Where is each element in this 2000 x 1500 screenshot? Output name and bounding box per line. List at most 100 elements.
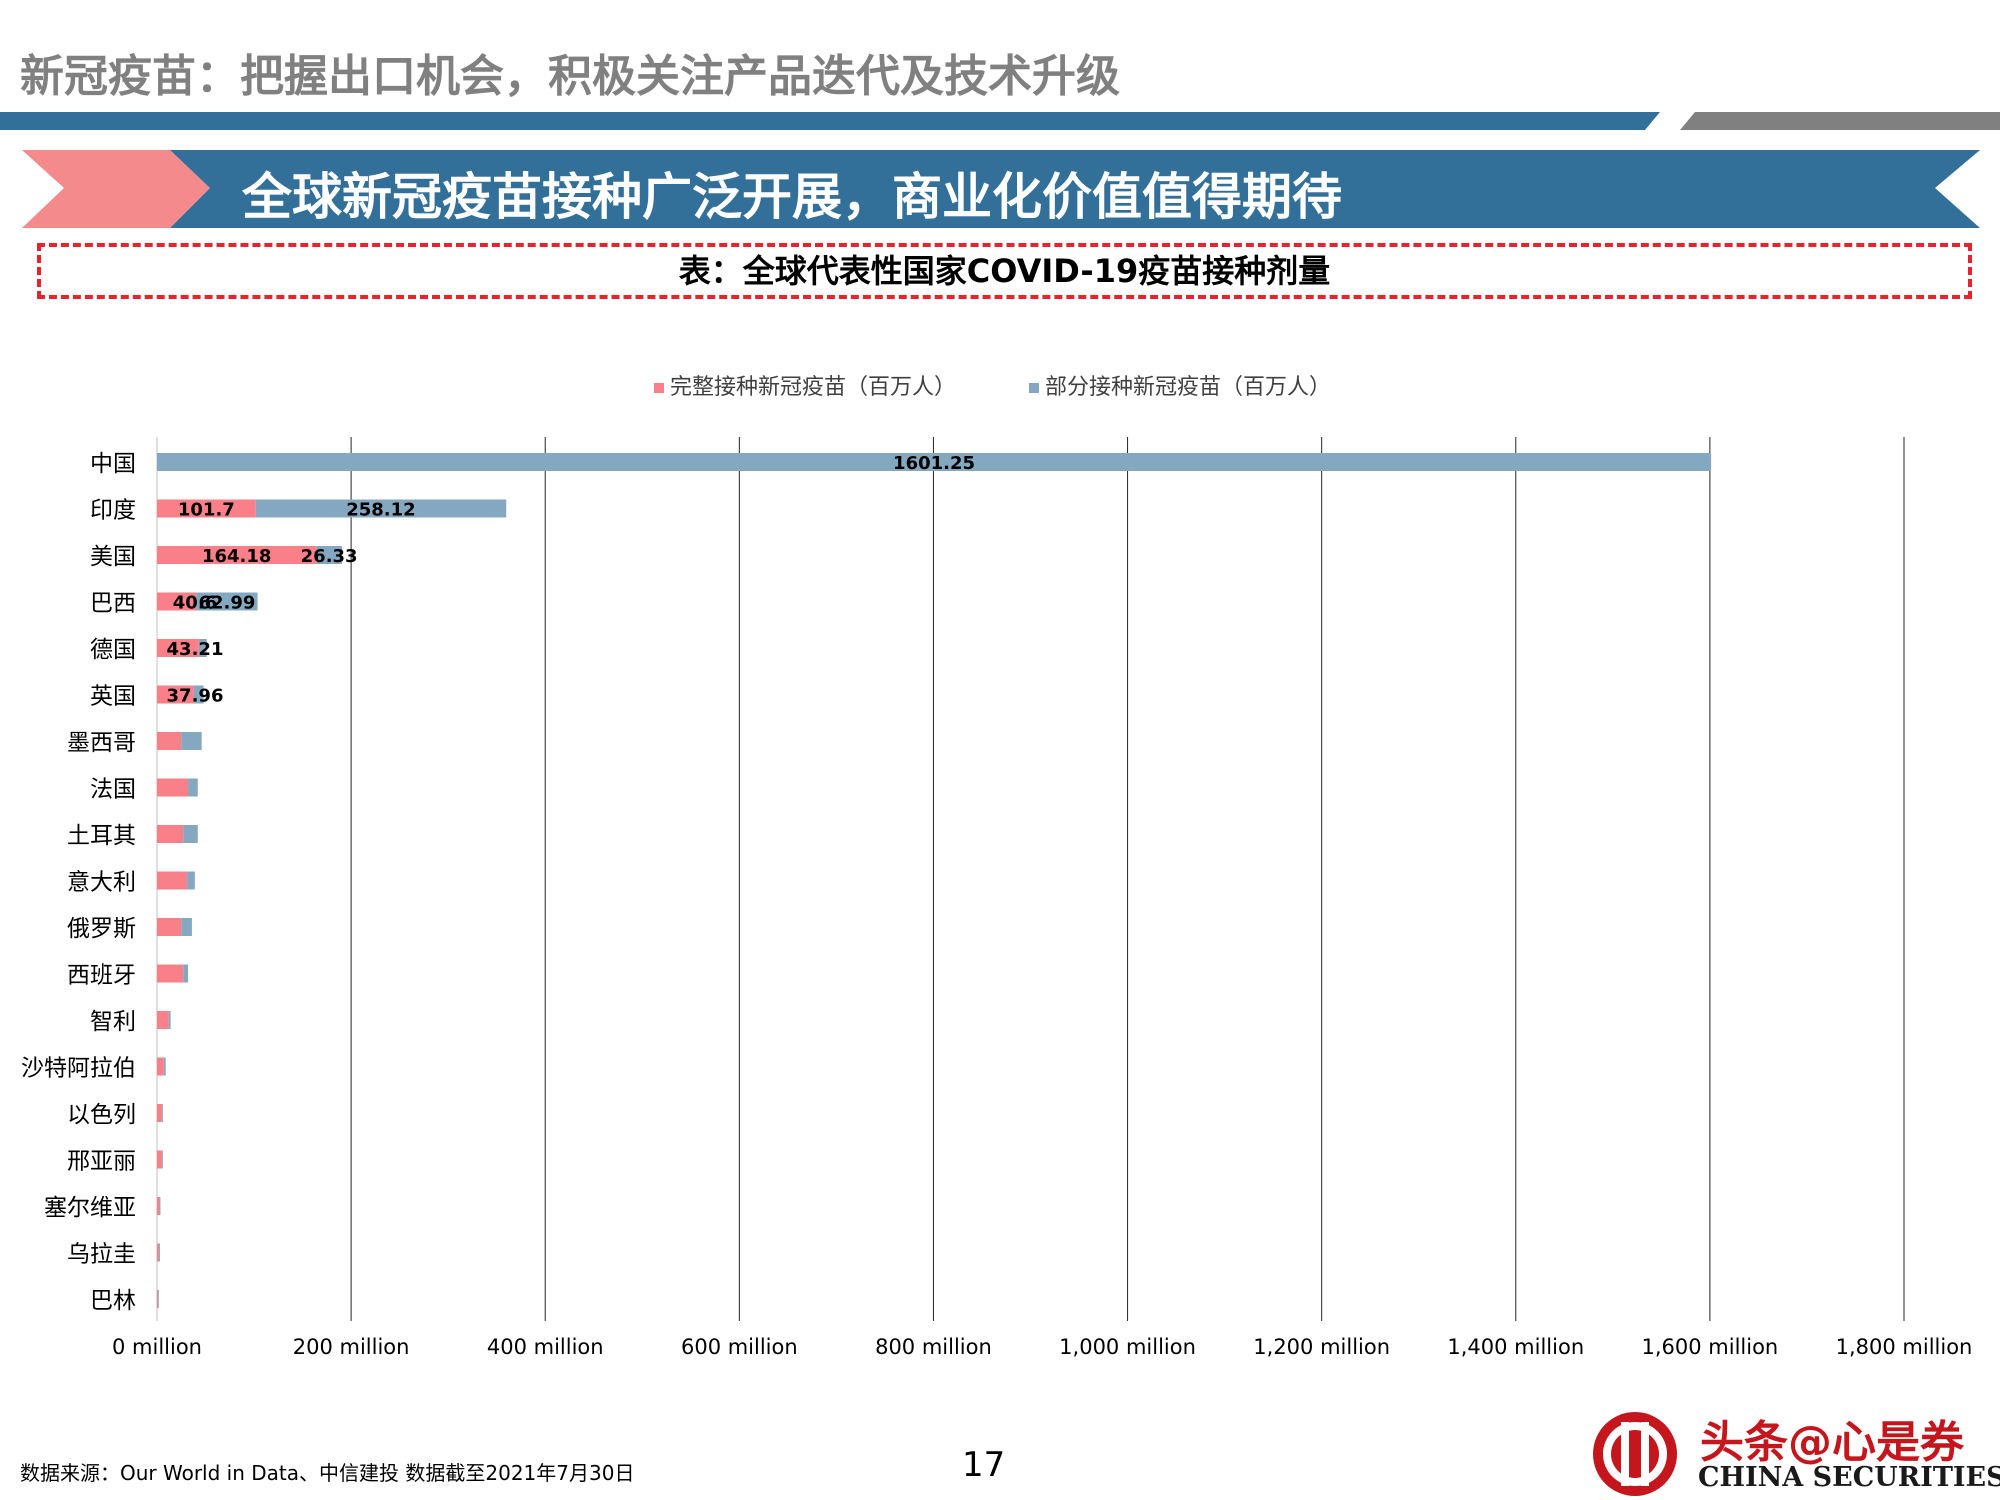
category-label: 印度	[90, 498, 136, 524]
legend-label: 部分接种新冠疫苗（百万人）	[1045, 375, 1331, 400]
bar-segment	[157, 639, 199, 657]
data-label: 258.12	[346, 500, 415, 521]
data-label: 164.18	[202, 546, 271, 567]
bar-segment	[193, 685, 204, 704]
bar-segment	[181, 732, 202, 750]
banner-pink-arrow	[22, 150, 210, 228]
bar-segment	[183, 964, 189, 983]
category-label: 乌拉圭	[67, 1242, 136, 1268]
section-banner-title: 全球新冠疫苗接种广泛开展，商业化价值值得期待	[242, 168, 1342, 226]
bar-segment	[163, 1057, 166, 1076]
category-label: 墨西哥	[67, 730, 136, 756]
category-label: 巴林	[90, 1288, 136, 1314]
page-title: 新冠疫苗：把握出口机会，积极关注产品迭代及技术升级	[20, 51, 1120, 102]
x-tick-label: 200 million	[293, 1335, 410, 1359]
bar-segment	[157, 1290, 158, 1308]
brand-watermark: 头条@心是券	[1700, 1417, 1964, 1468]
category-label: 德国	[90, 637, 136, 663]
bar-segment	[159, 1197, 161, 1215]
bar-segment	[158, 1243, 160, 1262]
data-label: 101.7	[178, 500, 235, 521]
bar-segment	[255, 499, 507, 518]
bar-segment	[198, 639, 207, 657]
vaccination-bar-chart: 中国印度美国巴西德国英国墨西哥法国土耳其意大利俄罗斯西班牙智利沙特阿拉伯以色列邢…	[21, 375, 1972, 1359]
bar-segment	[157, 1243, 159, 1262]
x-tick-label: 800 million	[875, 1335, 992, 1359]
bar-segment	[157, 453, 1712, 471]
bar-segment	[157, 546, 317, 564]
bar-segment	[157, 964, 184, 983]
bar-segment	[168, 1011, 171, 1029]
data-label: 1601.25	[893, 453, 975, 474]
x-tick-label: 0 million	[112, 1335, 202, 1359]
citic-logo-icon	[1593, 1412, 1677, 1496]
bar-segment	[157, 499, 256, 518]
x-tick-label: 1,800 million	[1836, 1335, 1973, 1359]
legend-swatch	[654, 383, 664, 393]
chart-legend: 完整接种新冠疫苗（百万人） 部分接种新冠疫苗（百万人）	[654, 375, 1331, 400]
x-tick-label: 1,200 million	[1253, 1335, 1390, 1359]
chart-grid	[156, 437, 1905, 1321]
x-tick-label: 1,600 million	[1642, 1335, 1779, 1359]
category-label: 美国	[90, 544, 136, 570]
category-label: 英国	[90, 684, 136, 710]
category-label: 沙特阿拉伯	[21, 1056, 136, 1082]
legend-label: 完整接种新冠疫苗（百万人）	[670, 375, 956, 400]
x-tick-label: 1,000 million	[1059, 1335, 1196, 1359]
bar-segment	[161, 1104, 163, 1122]
data-label: 62.99	[199, 593, 256, 614]
category-label: 土耳其	[67, 823, 136, 849]
category-label: 以色列	[67, 1102, 136, 1128]
bar-segment	[157, 592, 197, 611]
x-tick-label: 400 million	[487, 1335, 604, 1359]
brand-name: CHINA SECURITIES	[1698, 1462, 2000, 1493]
value-axis: 0 million 200 million 400 million 600 milli…	[112, 1335, 1972, 1359]
bar-segment	[157, 1197, 160, 1215]
blue-divider-bar	[0, 112, 1660, 130]
category-label: 巴西	[90, 591, 136, 617]
bar-segment	[157, 732, 182, 750]
category-label: 智利	[90, 1009, 136, 1035]
bar-segment	[157, 918, 182, 936]
gray-divider-bar	[1680, 112, 2000, 130]
bar-segment	[316, 546, 342, 564]
bar-segment	[157, 778, 189, 797]
bar-segment	[157, 1150, 162, 1169]
legend-swatch	[1029, 383, 1039, 393]
bar-segment	[183, 825, 198, 843]
section-banner	[22, 150, 1980, 228]
bar-segment	[157, 1290, 159, 1308]
bar-segment	[187, 871, 195, 890]
bar-segment	[188, 778, 198, 797]
bar-segment	[157, 685, 194, 704]
category-label: 西班牙	[67, 963, 136, 989]
data-label: 26.33	[301, 546, 358, 567]
x-tick-label: 600 million	[681, 1335, 798, 1359]
chart-bars	[157, 453, 1712, 1308]
chart-caption: 表：全球代表性国家COVID-19疫苗接种剂量	[678, 252, 1331, 290]
category-label: 法国	[90, 777, 136, 803]
category-label: 塞尔维亚	[44, 1195, 136, 1221]
data-label: 37.96	[167, 686, 224, 707]
banner-blue-ribbon	[170, 150, 1980, 228]
category-label: 邢亚丽	[67, 1149, 136, 1175]
data-source-note: 数据来源：Our World in Data、中信建投 数据截至2021年7月3…	[20, 1461, 635, 1485]
bar-segment	[181, 918, 192, 936]
page-number: 17	[962, 1445, 1006, 1485]
bar-segment	[157, 1057, 164, 1076]
bar-segment	[157, 1011, 169, 1029]
data-label: 40.6	[173, 593, 217, 614]
category-label: 俄罗斯	[67, 916, 136, 942]
bar-segment	[161, 1150, 163, 1169]
x-tick-label: 1,400 million	[1447, 1335, 1584, 1359]
header-divider	[0, 112, 2000, 130]
bar-segment	[157, 1104, 162, 1122]
bar-segment	[196, 592, 258, 611]
category-axis: 中国印度美国巴西德国英国墨西哥法国土耳其意大利俄罗斯西班牙智利沙特阿拉伯以色列邢…	[21, 451, 136, 1314]
bar-segment	[157, 825, 184, 843]
bar-segment	[157, 871, 188, 890]
data-labels: 1601.25 101.7 258.12 164.18 26.33 40.662.99 43…	[167, 453, 976, 707]
category-label: 意大利	[67, 870, 136, 896]
chart-caption-box: 表：全球代表性国家COVID-19疫苗接种剂量	[37, 243, 1972, 299]
category-label: 中国	[90, 451, 136, 477]
